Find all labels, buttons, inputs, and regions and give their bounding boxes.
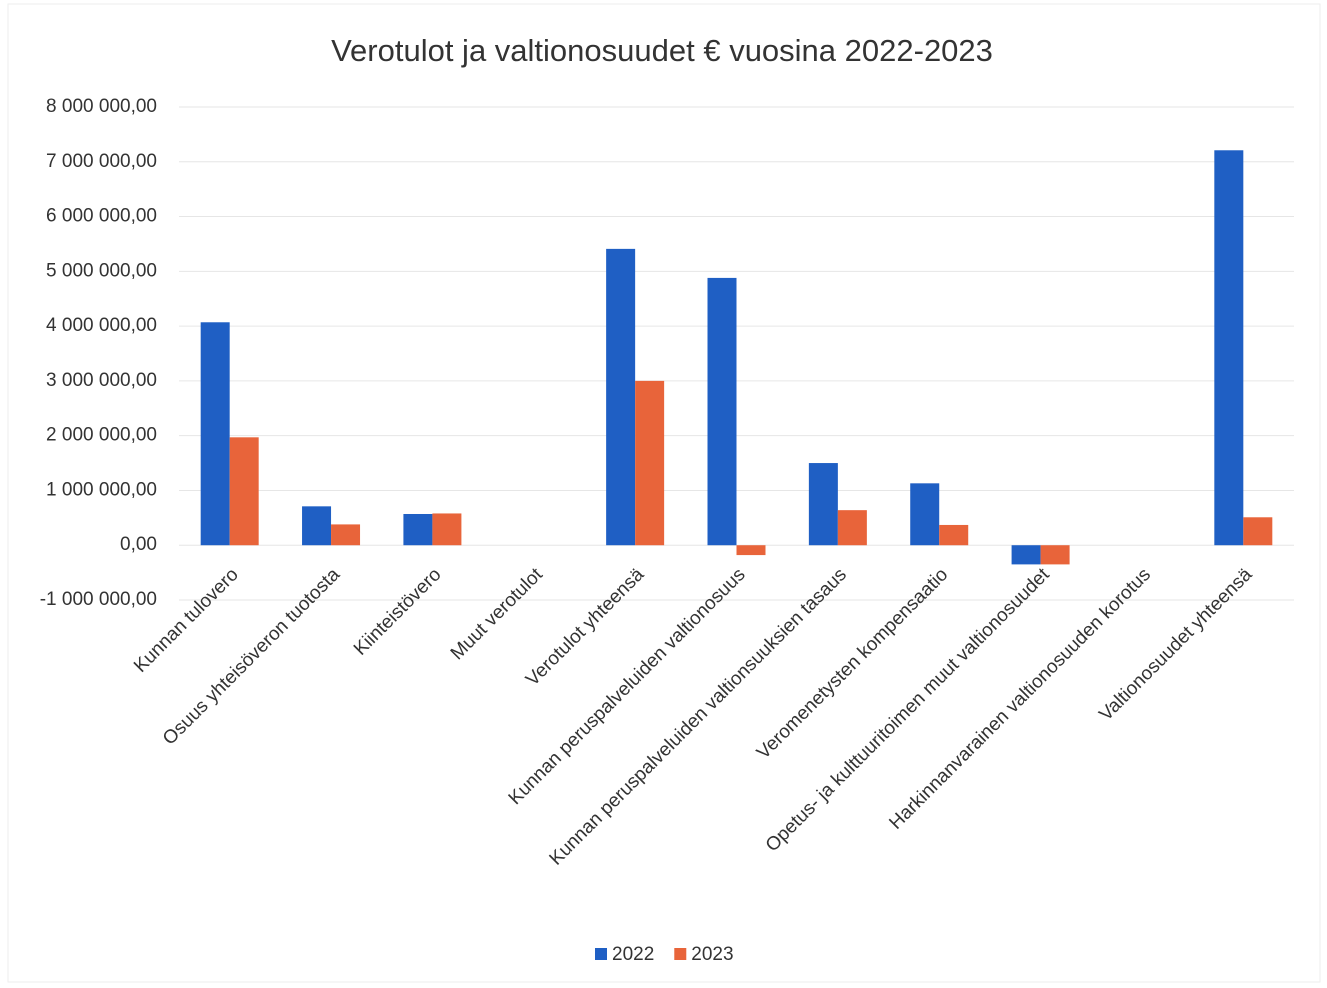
bar	[635, 380, 665, 546]
y-tick-label: 0,00	[120, 534, 157, 555]
bar	[200, 322, 230, 546]
bar	[707, 277, 737, 546]
y-tick-label: 6 000 000,00	[46, 206, 157, 227]
bar	[736, 545, 766, 556]
y-tick-label: 2 000 000,00	[46, 425, 157, 446]
y-tick-label: -1 000 000,00	[40, 589, 157, 610]
bar	[432, 513, 462, 546]
legend-label: 2022	[612, 944, 654, 965]
bar	[1243, 517, 1273, 546]
bar	[808, 463, 838, 546]
bar	[1011, 545, 1041, 565]
bar	[331, 524, 361, 546]
bar	[910, 483, 940, 546]
y-tick-label: 8 000 000,00	[46, 96, 157, 117]
y-tick-label: 1 000 000,00	[46, 479, 157, 500]
legend-swatch	[674, 948, 687, 960]
legend-swatch	[595, 948, 607, 960]
legend-label: 2023	[691, 944, 733, 965]
bar	[606, 248, 636, 546]
y-tick-label: 4 000 000,00	[46, 315, 157, 336]
chart-title: Verotulot ja valtionosuudet € vuosina 20…	[331, 33, 993, 68]
bar	[939, 524, 969, 546]
bar	[1214, 150, 1244, 546]
y-tick-label: 3 000 000,00	[46, 370, 157, 391]
bar	[837, 510, 867, 546]
bar	[302, 506, 332, 546]
bar	[1040, 545, 1070, 565]
bar	[229, 437, 259, 546]
bar	[403, 513, 433, 546]
y-tick-label: 5 000 000,00	[46, 260, 157, 281]
y-tick-label: 7 000 000,00	[46, 151, 157, 172]
